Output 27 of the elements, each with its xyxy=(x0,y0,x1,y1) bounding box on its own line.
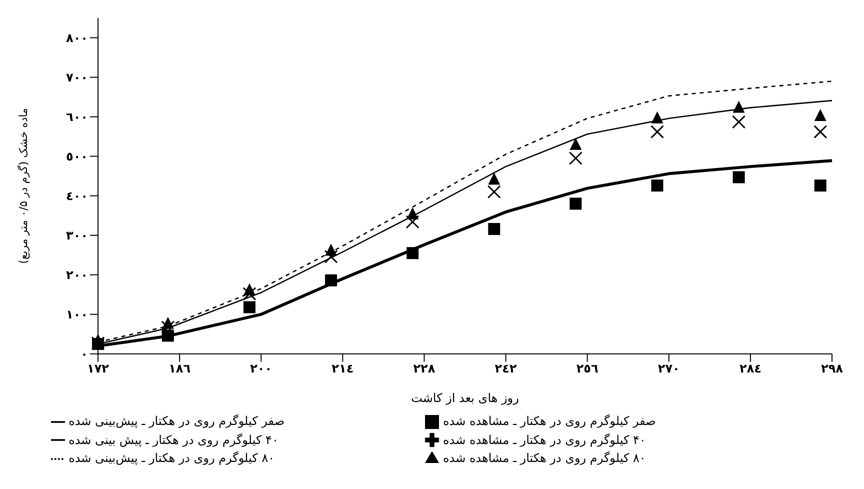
legend-label: ۸۰ کیلوگرم روی در هکتار ـ پیش‌بینی شده xyxy=(68,451,275,466)
x-tick-label: ٢٤٢ xyxy=(494,361,518,376)
y-axis-title: ماده خشک (گرم در ۰/۵ متر مربع) xyxy=(16,108,30,264)
y-tick-label: ٤٠٠ xyxy=(66,189,88,204)
y-tick-label: ٣٠٠ xyxy=(66,228,88,243)
y-tick-label: ٦٠٠ xyxy=(66,110,88,124)
y-tick-label: ١٠٠ xyxy=(66,308,88,322)
legend-label: ۸۰ کیلوگرم روی در هکتار ـ مشاهده شده xyxy=(443,451,646,466)
x-tick-label: ١٧٢ xyxy=(87,361,110,376)
x-tick-label: ٢٧٠ xyxy=(658,361,680,376)
y-tick-label: ٧٠٠ xyxy=(66,70,88,85)
y-tick-label: ٨٠٠ xyxy=(66,31,88,46)
legend-label: ۴۰ کیلوگرم روی در هکتار ـ مشاهده شده xyxy=(443,432,646,447)
legend-label: صفر کیلوگرم روی در هکتار ـ پیش‌بینی شده xyxy=(68,414,285,428)
y-tick-label: ٠ xyxy=(80,347,88,362)
x-tick-label: ٢٢٨ xyxy=(413,361,436,376)
y-tick-label: ٥٠٠ xyxy=(66,150,88,164)
legend-label: ۴۰ کیلوگرم روی در هکتار ـ پیش بینی شده xyxy=(68,432,278,447)
x-axis-title: روز های بعد از کاشت xyxy=(411,390,520,405)
legend-label: صفر کیلوگرم روی در هکتار ـ مشاهده شده xyxy=(443,414,656,428)
y-tick-label: ٢٠٠ xyxy=(66,268,88,282)
x-tick-label: ٢٨٤ xyxy=(739,361,762,376)
x-tick-label: ٢١٤ xyxy=(332,361,354,376)
x-tick-label: ١٨٦ xyxy=(168,361,191,376)
x-tick-label: ٢٩٨ xyxy=(821,361,844,376)
x-tick-label: ٢٠٠ xyxy=(250,361,272,376)
x-tick-label: ٢٥٦ xyxy=(576,361,598,376)
